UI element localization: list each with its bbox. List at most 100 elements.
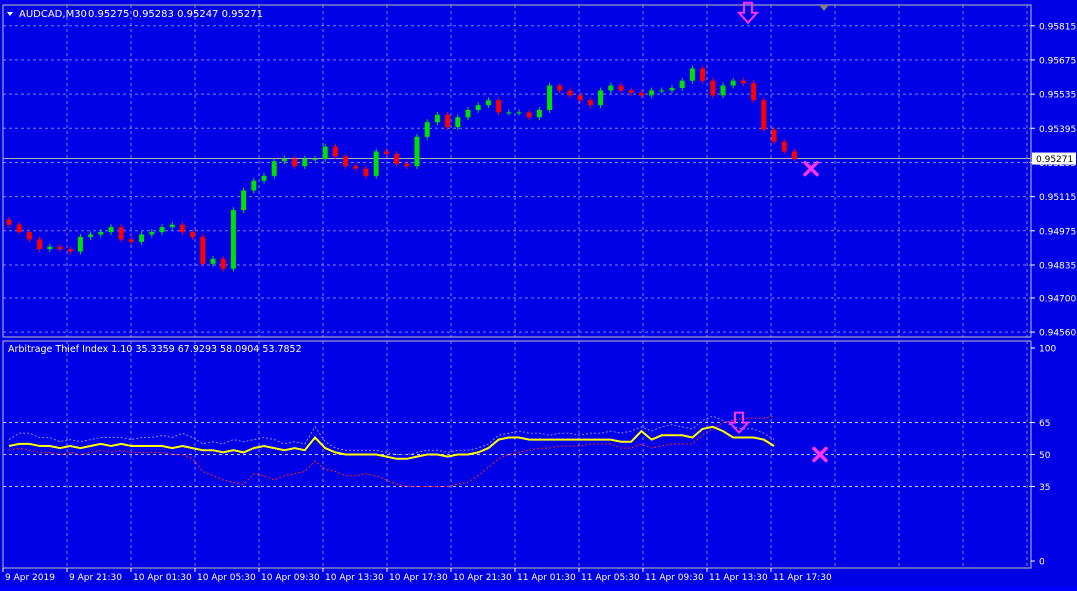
candle-body — [679, 80, 685, 88]
ytick-label: 65 — [1039, 419, 1050, 429]
ytick-label: 0.95675 — [1039, 56, 1076, 66]
xtick-label: 11 Apr 05:30 — [581, 573, 640, 583]
candle-body — [128, 239, 134, 242]
candle-body — [363, 168, 369, 176]
xtick-label: 11 Apr 09:30 — [645, 573, 704, 583]
candle-body — [516, 112, 522, 114]
candle-body — [608, 85, 614, 91]
candle-body — [230, 210, 236, 269]
candle-body — [506, 112, 512, 114]
xtick-label: 10 Apr 17:30 — [389, 573, 448, 583]
candle-body — [169, 224, 175, 228]
candle-body — [394, 153, 400, 164]
ytick-label: 0.94560 — [1039, 329, 1076, 339]
xtick-label: 10 Apr 09:30 — [261, 573, 320, 583]
dropdown-triangle-icon[interactable] — [7, 12, 13, 16]
candle-body — [659, 90, 665, 92]
indicator-lines-group — [8, 415, 775, 487]
candle-body — [383, 151, 389, 154]
candle-body — [149, 232, 155, 235]
candle-body — [445, 114, 451, 128]
candle-body — [108, 227, 114, 233]
main-grid — [3, 5, 1031, 337]
ytick-label: 50 — [1039, 451, 1051, 461]
candle-body — [271, 161, 277, 176]
candle-body — [292, 158, 298, 167]
candle-body — [649, 90, 655, 96]
candle-body — [98, 232, 104, 235]
xtick-label: 10 Apr 21:30 — [453, 573, 512, 583]
x-stroke — [803, 160, 819, 177]
ytick-label: 35 — [1039, 483, 1050, 493]
xtick-label: 10 Apr 13:30 — [325, 573, 384, 583]
candle-body — [669, 88, 675, 91]
candle-body — [241, 190, 247, 211]
candle-body — [689, 68, 695, 81]
candle-body — [57, 246, 63, 250]
xtick-label: 9 Apr 21:30 — [69, 573, 122, 583]
indicator-title: Arbitrage Thief Index 1.10 35.3359 67.92… — [8, 344, 302, 355]
candle-body — [37, 239, 43, 250]
candle-body — [281, 158, 287, 162]
xtick-label: 10 Apr 05:30 — [197, 573, 256, 583]
ytick-label: 0.94835 — [1039, 261, 1076, 271]
candle-body — [434, 114, 440, 123]
candle-body — [618, 85, 624, 91]
candle-body — [26, 232, 32, 240]
main-yaxis: 0.958150.956750.955350.953950.952550.951… — [1031, 22, 1076, 339]
xtick-label: 11 Apr 13:30 — [709, 573, 768, 583]
candle-body — [16, 224, 22, 233]
candle-body — [200, 236, 206, 264]
candle-body — [526, 112, 532, 118]
lower-band-line — [8, 415, 775, 487]
upper-band-line — [8, 415, 775, 455]
candle-body — [77, 236, 83, 252]
candle-body — [261, 175, 267, 181]
x-stroke — [812, 446, 828, 463]
candle-body — [598, 90, 604, 106]
candle-body — [720, 85, 726, 96]
candle-body — [302, 158, 308, 167]
candle-body — [587, 100, 593, 106]
candle-body — [67, 249, 73, 252]
candle-body — [638, 92, 644, 96]
ytick-label: 0.95395 — [1039, 125, 1076, 135]
candle-body — [628, 90, 634, 93]
candle-body — [547, 85, 553, 110]
candle-body — [465, 109, 471, 118]
shift-marker-icon — [819, 5, 829, 11]
candle-body — [190, 232, 196, 237]
indicator-sell-arrow-icon — [727, 411, 751, 435]
candle-body — [220, 258, 226, 269]
main-panel-frame — [2, 4, 1032, 338]
candle-body — [424, 122, 430, 137]
candle-body — [414, 136, 420, 167]
candle-body — [700, 68, 706, 81]
ytick-label: 0.94975 — [1039, 227, 1076, 237]
candles-group — [6, 65, 797, 272]
candle-body — [475, 105, 481, 110]
candle-body — [251, 180, 257, 191]
ytick-label: 0.94700 — [1039, 294, 1076, 304]
candle-body — [332, 146, 338, 157]
xtick-label: 11 Apr 17:30 — [773, 573, 832, 583]
candle-body — [496, 100, 502, 113]
candle-body — [210, 258, 216, 264]
candle-body — [353, 166, 359, 169]
indicator-grid — [3, 341, 1031, 568]
candle-body — [577, 95, 583, 101]
xtick-label: 11 Apr 01:30 — [517, 573, 576, 583]
close-x-icon — [803, 160, 819, 177]
candle-body — [761, 100, 767, 130]
candle-body — [139, 234, 145, 242]
candle-body — [710, 80, 716, 96]
candle-body — [159, 227, 165, 233]
xtick-label: 9 Apr 2019 — [5, 573, 55, 583]
main-line — [8, 425, 775, 460]
candle-body — [771, 129, 777, 142]
candle-body — [567, 90, 573, 96]
candle-body — [343, 156, 349, 167]
